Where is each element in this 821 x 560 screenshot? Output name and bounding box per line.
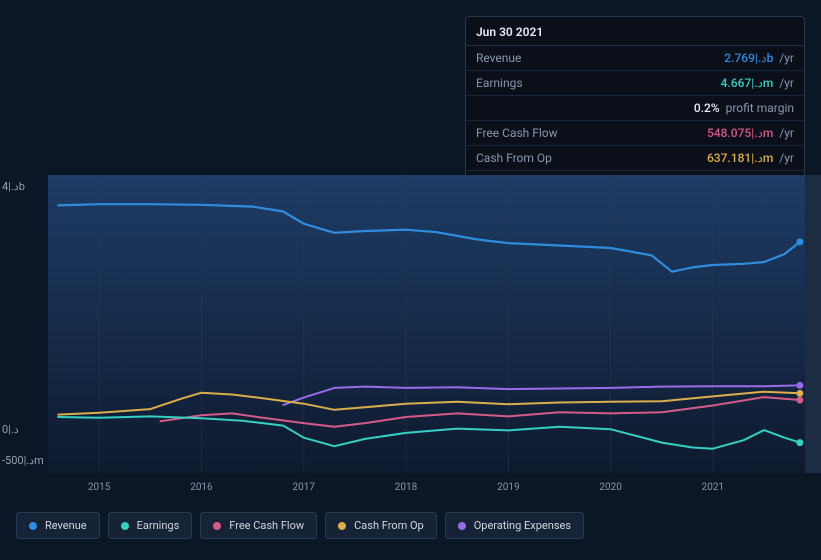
x-tick-label: 2021 [702, 482, 724, 493]
chart-plot[interactable] [48, 175, 805, 473]
legend-label: Earnings [137, 519, 180, 532]
legend-dot [213, 522, 221, 530]
tooltip-card: Jun 30 2021 Revenue 2.769|.ﺩb /yr Earnings… [465, 16, 805, 196]
tooltip-row-value: 637.181|.ﺩm /yr [707, 151, 794, 165]
legend-dot [121, 522, 129, 530]
chart-stage: { "chart": { "type": "line", "background… [0, 0, 821, 560]
tooltip-title: Jun 30 2021 [466, 17, 804, 46]
y-tick-label: -500|.ﺩm [2, 454, 44, 467]
end-marker-revenue [796, 238, 803, 245]
legend-item-opex[interactable]: Operating Expenses [445, 512, 584, 539]
tooltip-row: Free Cash Flow 548.075|.ﺩm /yr [466, 121, 804, 146]
x-tick-label: 2015 [88, 482, 110, 493]
tooltip-row-value: 2.769|.ﺩb /yr [724, 51, 794, 65]
tooltip-row-value: 548.075|.ﺩm /yr [707, 126, 794, 140]
legend-label: Revenue [45, 519, 87, 532]
legend-item-cfo[interactable]: Cash From Op [325, 512, 437, 539]
tooltip-row: Cash From Op 637.181|.ﺩm /yr [466, 146, 804, 171]
tooltip-row-label: Revenue [476, 51, 521, 65]
legend-dot [458, 522, 466, 530]
tooltip-row: Revenue 2.769|.ﺩb /yr [466, 46, 804, 71]
tooltip-row-value: 0.2% profit margin [694, 101, 794, 115]
legend-label: Free Cash Flow [229, 519, 304, 532]
x-tick-label: 2016 [190, 482, 212, 493]
y-tick-label: 4|.ﺩb [2, 180, 25, 193]
legend-item-revenue[interactable]: Revenue [16, 512, 100, 539]
x-tick-label: 2019 [497, 482, 519, 493]
tooltip-row: 0.2% profit margin [466, 96, 804, 121]
x-axis-ticks: 2015 2016 2017 2018 2019 2020 2021 [48, 482, 805, 498]
tooltip-row-label: Free Cash Flow [476, 126, 558, 140]
legend: Revenue Earnings Free Cash Flow Cash From O… [16, 512, 584, 539]
legend-dot [29, 522, 37, 530]
end-marker-cfo [796, 390, 803, 397]
tooltip-row-label: Earnings [476, 76, 523, 90]
x-tick-label: 2020 [599, 482, 621, 493]
legend-item-earnings[interactable]: Earnings [108, 512, 193, 539]
end-marker-fcf [796, 397, 803, 404]
tooltip-rows: Revenue 2.769|.ﺩb /yr Earnings 4.667|.ﺩm /y… [466, 46, 804, 195]
legend-label: Cash From Op [354, 519, 424, 532]
tooltip-row: Earnings 4.667|.ﺩm /yr [466, 71, 804, 96]
end-marker-earnings [796, 439, 803, 446]
legend-item-fcf[interactable]: Free Cash Flow [200, 512, 317, 539]
x-tick-label: 2017 [292, 482, 314, 493]
tooltip-row-value: 4.667|.ﺩm /yr [721, 76, 794, 90]
x-tick-label: 2018 [395, 482, 417, 493]
tooltip-row-label: Cash From Op [476, 151, 552, 165]
y-tick-label: 0|.ﺩ [2, 423, 19, 436]
end-marker-opex [796, 382, 803, 389]
legend-label: Operating Expenses [474, 519, 571, 532]
legend-dot [338, 522, 346, 530]
